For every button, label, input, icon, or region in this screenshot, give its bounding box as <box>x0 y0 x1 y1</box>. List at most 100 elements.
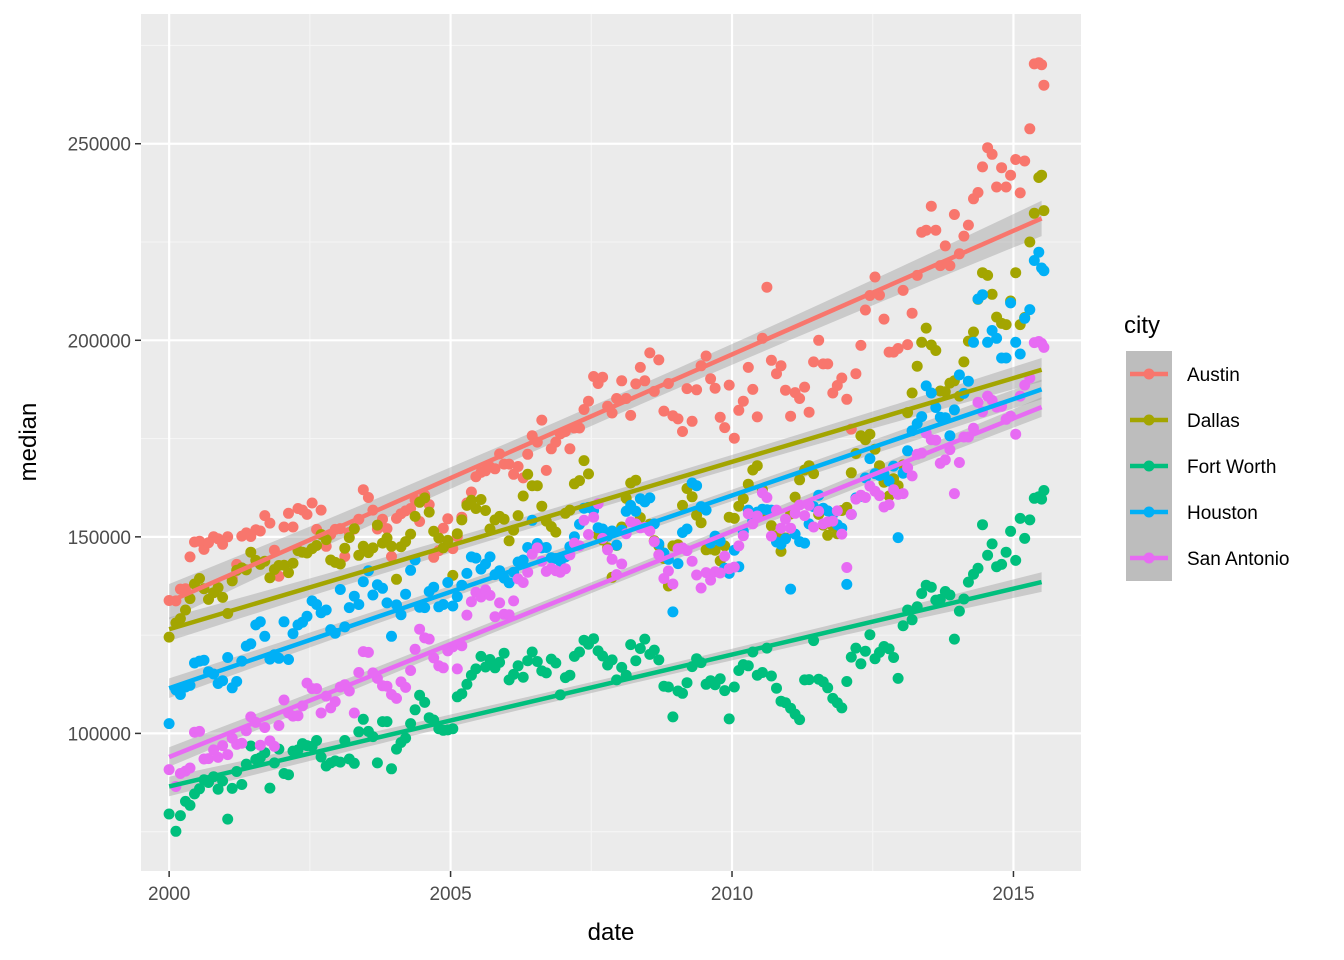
point-dallas <box>470 503 482 514</box>
point-fort-worth <box>836 702 848 714</box>
point-dallas <box>423 506 435 518</box>
point-houston <box>953 369 965 381</box>
point-san-antonio <box>508 595 520 607</box>
point-fort-worth <box>639 633 651 645</box>
point-houston <box>301 610 313 622</box>
point-fort-worth <box>681 677 693 689</box>
point-austin <box>381 523 393 535</box>
point-san-antonio <box>494 597 506 609</box>
point-san-antonio <box>883 499 895 511</box>
point-austin <box>691 384 703 396</box>
point-san-antonio <box>194 725 205 737</box>
point-dallas <box>578 455 590 467</box>
point-austin <box>583 395 594 407</box>
legend-key-point <box>1143 414 1155 426</box>
point-austin <box>742 361 754 373</box>
point-houston <box>667 606 679 618</box>
point-fort-worth <box>522 655 534 667</box>
legend-item-san-antonio: San Antonio <box>1126 535 1289 581</box>
point-houston <box>1033 246 1045 258</box>
point-fort-worth <box>484 654 496 665</box>
point-austin <box>822 358 834 370</box>
point-houston <box>968 336 979 348</box>
point-fort-worth <box>948 633 960 645</box>
legend-item-fort-worth: Fort Worth <box>1126 443 1276 489</box>
legend-label: Fort Worth <box>1187 457 1276 478</box>
y-axis: 100000 150000 200000 250000 <box>68 135 141 745</box>
point-fort-worth <box>765 670 777 682</box>
point-austin <box>616 375 628 387</box>
point-san-antonio <box>831 505 843 517</box>
point-fort-worth <box>494 656 506 668</box>
point-fort-worth <box>498 647 510 659</box>
point-san-antonio <box>583 529 594 540</box>
point-fort-worth <box>461 678 473 690</box>
point-dallas <box>212 582 224 594</box>
point-houston <box>484 551 496 563</box>
point-dallas <box>391 573 402 585</box>
point-dallas <box>930 345 942 356</box>
point-houston <box>962 375 974 387</box>
point-dallas <box>574 475 585 487</box>
point-fort-worth <box>714 673 726 685</box>
point-dallas <box>677 499 688 511</box>
point-fort-worth <box>822 682 834 694</box>
point-fort-worth <box>1024 514 1036 526</box>
point-san-antonio <box>311 683 323 695</box>
point-fort-worth <box>353 726 365 738</box>
point-houston <box>377 582 388 594</box>
point-san-antonio <box>259 722 271 733</box>
point-fort-worth <box>855 658 867 670</box>
legend-key-point <box>1143 368 1155 380</box>
point-san-antonio <box>362 646 374 658</box>
point-san-antonio <box>737 530 749 542</box>
point-san-antonio <box>662 565 674 577</box>
point-austin <box>625 409 637 421</box>
point-dallas <box>916 336 928 348</box>
point-fort-worth <box>1000 546 1012 558</box>
legend-key-point <box>1143 506 1155 518</box>
point-austin <box>465 486 477 498</box>
point-dallas <box>180 604 191 616</box>
point-houston <box>287 628 299 640</box>
point-austin <box>728 432 740 444</box>
point-san-antonio <box>785 522 797 534</box>
point-fort-worth <box>222 813 234 825</box>
point-austin <box>550 436 562 448</box>
point-fort-worth <box>212 783 224 795</box>
point-austin <box>686 415 698 427</box>
point-fort-worth <box>512 660 524 672</box>
point-austin <box>930 224 942 236</box>
point-fort-worth <box>226 782 238 794</box>
point-austin <box>719 422 731 434</box>
trend-line-fort-worth <box>168 579 1043 789</box>
point-dallas <box>808 468 820 480</box>
point-houston <box>231 676 243 687</box>
point-austin <box>813 334 825 346</box>
point-dallas <box>522 468 534 480</box>
point-san-antonio <box>353 667 365 678</box>
point-houston <box>977 289 988 301</box>
point-san-antonio <box>451 663 463 675</box>
point-san-antonio <box>897 488 909 500</box>
point-san-antonio <box>578 514 590 526</box>
point-houston <box>916 411 928 423</box>
point-austin <box>996 162 1008 174</box>
point-austin <box>906 307 918 319</box>
point-austin <box>681 383 693 395</box>
point-fort-worth <box>184 799 196 811</box>
point-fort-worth <box>986 538 998 550</box>
point-houston <box>681 523 693 535</box>
point-austin <box>850 368 862 380</box>
point-dallas <box>442 534 454 546</box>
point-houston <box>461 567 473 579</box>
point-san-antonio <box>799 510 811 522</box>
point-fort-worth <box>264 782 276 794</box>
y-axis-title: median <box>15 403 42 482</box>
point-austin <box>944 260 956 272</box>
point-austin <box>574 422 585 434</box>
point-houston <box>217 675 229 687</box>
point-austin <box>301 508 313 520</box>
point-fort-worth <box>756 667 768 678</box>
point-dallas <box>728 512 740 524</box>
